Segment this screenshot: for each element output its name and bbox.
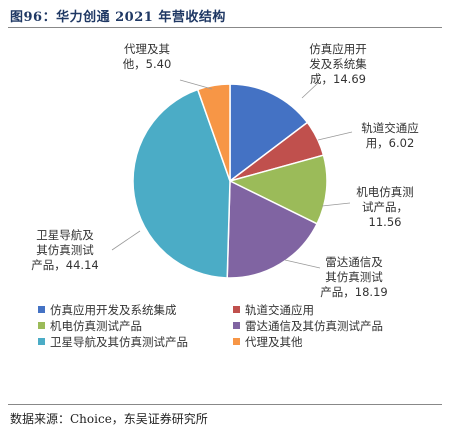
- legend-item-1: 仿真应用开发及系统集成: [38, 303, 177, 317]
- legend-item-2: 轨道交通应用: [233, 303, 314, 317]
- leader-line-2: [317, 131, 353, 141]
- legend-label: 仿真应用开发及系统集成: [50, 303, 177, 317]
- pie-slice-3: [227, 154, 328, 225]
- leader-line-3: [321, 202, 351, 207]
- pie-slice-5: [132, 88, 231, 279]
- pie-chart-svg: 仿真应用开发及系统集成，14.69 轨道交通应用，6.02 机电仿真测试产品， 11.…: [31, 42, 418, 349]
- legend-swatch: [233, 306, 240, 313]
- slice-label-2: 轨道交通应用，6.02: [361, 121, 419, 150]
- leader-line-5: [111, 230, 141, 251]
- figure-title: 图96：华力创通 2021 年营收结构: [10, 10, 226, 25]
- slice-label-3: 机电仿真测试产品， 11.56: [356, 185, 414, 229]
- leader-line-4: [284, 259, 321, 269]
- pie-slice-6: [196, 83, 231, 182]
- source-note: 数据来源：Choice，东吴证券研究所: [10, 412, 208, 426]
- legend-label: 雷达通信及其仿真测试产品: [245, 319, 383, 333]
- legend-item-5: 卫星导航及其仿真测试产品: [38, 335, 188, 349]
- legend-swatch: [233, 338, 240, 345]
- legend-swatch: [233, 322, 240, 329]
- slice-label-1: 仿真应用开发及系统集成，14.69: [309, 42, 367, 86]
- slice-label-5: 卫星导航及其仿真测试产品，44.14: [31, 228, 98, 272]
- leader-lines: [111, 79, 353, 269]
- pie-slice-1: [229, 83, 309, 183]
- slice-labels: 仿真应用开发及系统集成，14.69 轨道交通应用，6.02 机电仿真测试产品， 11.…: [31, 42, 418, 299]
- legend-label: 卫星导航及其仿真测试产品: [50, 335, 188, 349]
- legend-swatch: [38, 306, 45, 313]
- legend-item-6: 代理及其他: [233, 335, 303, 349]
- leader-line-6: [179, 79, 213, 90]
- leader-line-1: [301, 82, 319, 99]
- pie-chart: 仿真应用开发及系统集成，14.69 轨道交通应用，6.02 机电仿真测试产品， 11.…: [0, 28, 450, 402]
- slice-label-6: 代理及其他，5.40: [123, 42, 172, 71]
- legend-label: 轨道交通应用: [245, 303, 314, 317]
- pie-slice-4: [226, 179, 319, 279]
- slice-label-4: 雷达通信及其仿真测试产品，18.19: [320, 255, 387, 299]
- source-divider: [8, 404, 442, 405]
- legend-label: 代理及其他: [245, 335, 303, 349]
- legend-item-4: 雷达通信及其仿真测试产品: [233, 319, 383, 333]
- pie-slices: [132, 83, 328, 279]
- title-divider: [8, 27, 442, 28]
- legend-label: 机电仿真测试产品: [50, 319, 142, 333]
- legend-item-3: 机电仿真测试产品: [38, 319, 142, 333]
- legend-swatch: [38, 338, 45, 345]
- legend-swatch: [38, 322, 45, 329]
